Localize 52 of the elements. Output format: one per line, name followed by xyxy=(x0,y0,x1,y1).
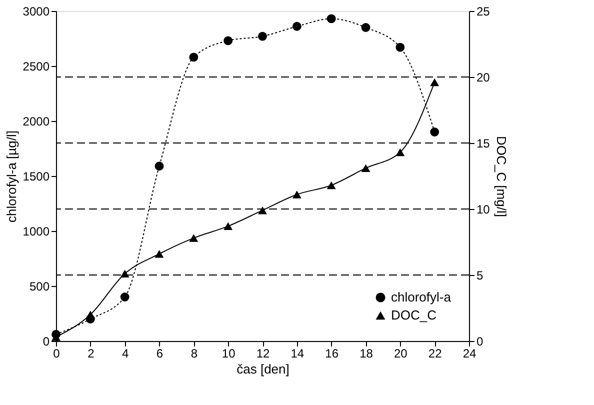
point xyxy=(292,22,302,31)
x-tick-label: 22 xyxy=(428,346,442,360)
point xyxy=(120,292,130,302)
x-tick-label: 2 xyxy=(88,346,95,360)
legend-label: chlorofyl-a xyxy=(391,290,452,304)
y-tick-label: 500 xyxy=(29,280,50,294)
legend-label: DOC_C xyxy=(391,308,437,322)
point xyxy=(361,164,370,172)
point xyxy=(258,32,267,41)
y-tick-label: 3000 xyxy=(22,4,50,18)
x-tick-label: 14 xyxy=(290,346,304,360)
y2-tick-label: 5 xyxy=(476,268,484,282)
point xyxy=(396,42,405,52)
point xyxy=(154,250,164,258)
x-tick-label: 18 xyxy=(360,346,374,360)
point xyxy=(326,14,336,24)
point xyxy=(224,36,233,46)
point xyxy=(430,78,440,86)
point xyxy=(189,52,198,62)
x-tick-label: 8 xyxy=(190,346,198,360)
point xyxy=(154,162,164,171)
y2-tick-label: 10 xyxy=(476,202,490,216)
x-tick-label: 24 xyxy=(462,346,476,360)
y2-axis-title: DOC_C [mg/l] xyxy=(494,136,509,217)
x-tick-label: 16 xyxy=(325,346,339,360)
y2-tick-label: 20 xyxy=(476,70,490,84)
y-tick-label: 2500 xyxy=(22,60,50,74)
x-tick-label: 0 xyxy=(53,346,60,360)
y-tick-label: 0 xyxy=(42,334,50,348)
x-tick-label: 10 xyxy=(222,346,236,360)
point xyxy=(430,128,440,136)
point xyxy=(396,148,405,156)
x-tick-label: 4 xyxy=(122,346,129,360)
point xyxy=(120,270,130,278)
y2-tick-label: 15 xyxy=(476,136,490,150)
y2-tick-label: 25 xyxy=(476,4,490,18)
y-axis-title: chlorofyl-a [µg/l] xyxy=(4,130,19,223)
x-tick-label: 20 xyxy=(394,346,408,360)
point xyxy=(326,181,336,190)
x-tick-label: 6 xyxy=(156,346,164,360)
x-tick-label: 12 xyxy=(256,346,270,360)
point xyxy=(361,23,370,32)
y-tick-label: 1000 xyxy=(22,224,50,238)
point xyxy=(258,206,267,214)
x-axis-title: čas [den] xyxy=(236,362,290,376)
point xyxy=(224,222,233,230)
y-tick-label: 1500 xyxy=(22,170,50,184)
point xyxy=(292,190,302,198)
point xyxy=(86,310,95,318)
y2-tick-label: 0 xyxy=(476,334,484,348)
y-tick-label: 2000 xyxy=(22,114,50,128)
point xyxy=(189,234,198,242)
